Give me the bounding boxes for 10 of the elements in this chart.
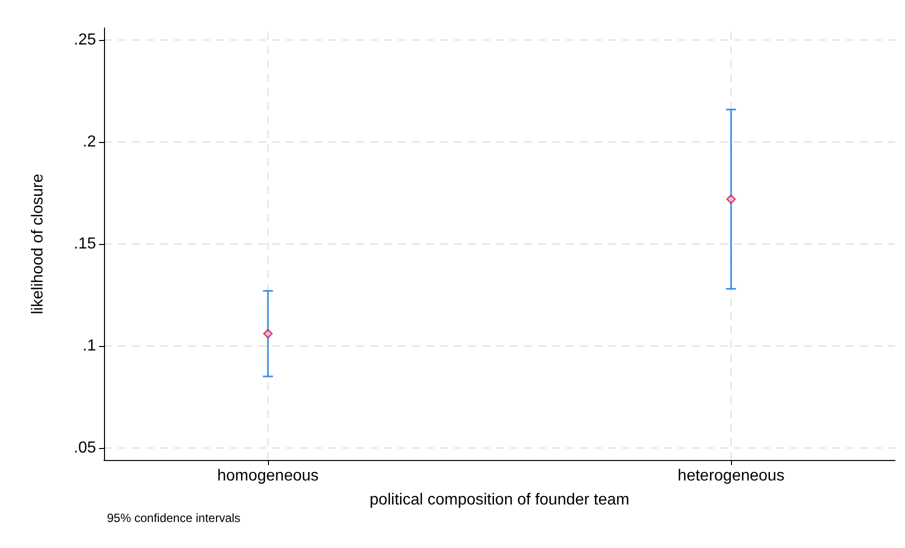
y-tick-label: .25 xyxy=(74,32,96,49)
x-tick-label: homogeneous xyxy=(217,468,319,484)
x-axis-title: political composition of founder team xyxy=(370,492,630,508)
y-tick-label: .2 xyxy=(82,134,96,151)
x-tick-label: heterogeneous xyxy=(678,468,784,484)
y-tick-label: .15 xyxy=(74,236,96,252)
text: 95% confidence intervals xyxy=(107,511,240,525)
y-axis-title: likelihood of closure xyxy=(30,174,46,314)
y-tick-label: .05 xyxy=(74,439,96,456)
y-tick-label: .1 xyxy=(82,337,96,354)
